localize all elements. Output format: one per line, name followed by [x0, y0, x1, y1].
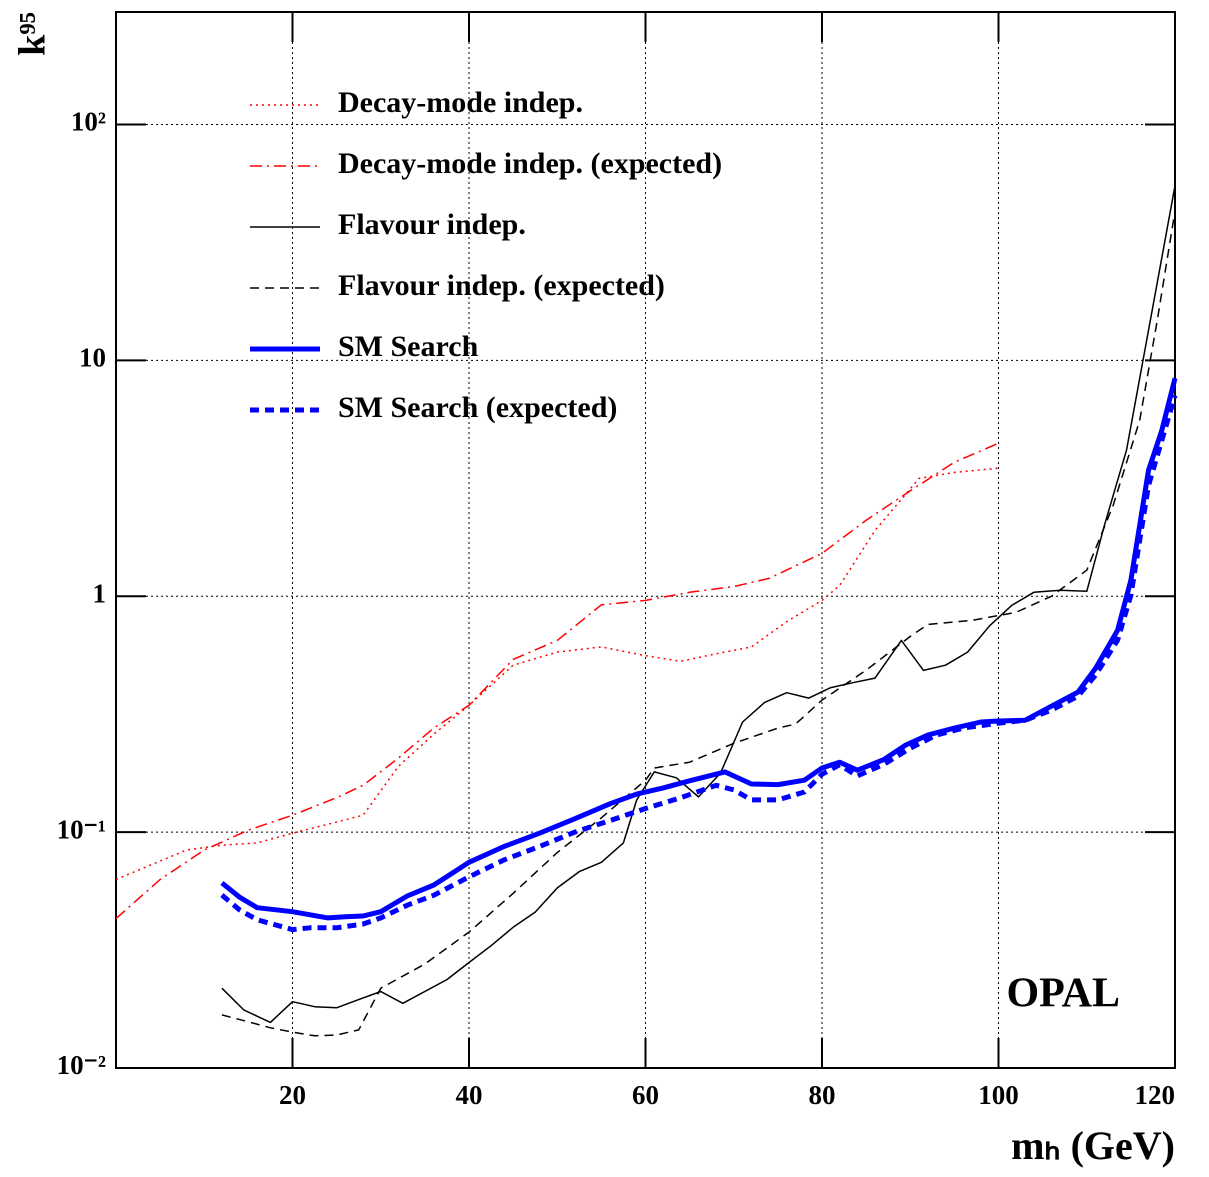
annotation: OPAL — [1006, 971, 1120, 1017]
x-tick-label: 100 — [978, 1080, 1019, 1110]
y-tick-label: 10 — [79, 343, 106, 373]
x-tick-label: 80 — [809, 1080, 836, 1110]
legend-label: Flavour indep. — [338, 208, 526, 241]
y-tick-label: 10² — [71, 107, 106, 137]
data-line — [220, 394, 1178, 933]
legend-label: SM Search (expected) — [338, 391, 617, 424]
data-line — [221, 185, 1176, 1024]
x-axis-label: mₕ (GeV) — [1011, 1123, 1175, 1168]
y-axis-label: k⁹⁵ — [12, 12, 54, 56]
y-tick-label: 10⁻¹ — [57, 814, 106, 844]
legend-label: SM Search — [338, 330, 479, 363]
legend-label: Decay-mode indep. (expected) — [338, 147, 722, 180]
x-tick-label: 120 — [1135, 1080, 1176, 1110]
x-tick-label: 20 — [279, 1080, 306, 1110]
data-line — [115, 467, 999, 881]
x-tick-label: 60 — [632, 1080, 659, 1110]
data-line — [220, 377, 1178, 921]
data-line — [115, 442, 999, 920]
legend-label: Decay-mode indep. — [338, 86, 583, 119]
x-tick-label: 40 — [456, 1080, 483, 1110]
legend-label: Flavour indep. (expected) — [338, 269, 665, 302]
y-tick-label: 1 — [93, 578, 107, 608]
data-line — [221, 210, 1176, 1037]
y-tick-label: 10⁻² — [57, 1050, 106, 1080]
